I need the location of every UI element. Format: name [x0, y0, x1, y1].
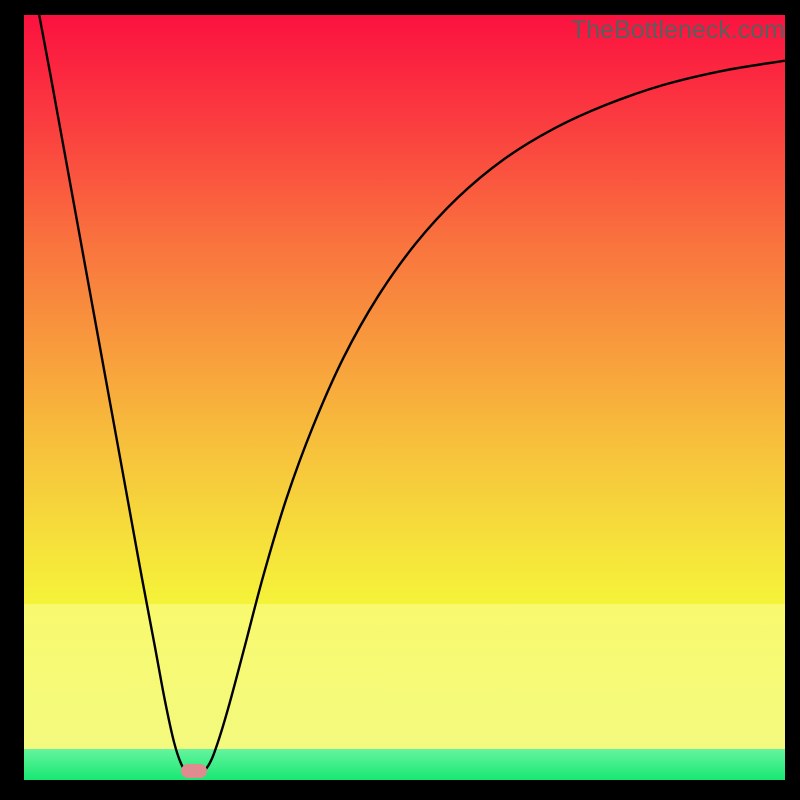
plot-area: [24, 15, 785, 780]
minimum-marker: [181, 764, 207, 778]
curve-svg: [24, 15, 785, 776]
watermark-text: TheBottleneck.com: [571, 16, 785, 45]
bottleneck-curve: [39, 15, 785, 776]
chart-root: TheBottleneck.com: [0, 0, 800, 800]
